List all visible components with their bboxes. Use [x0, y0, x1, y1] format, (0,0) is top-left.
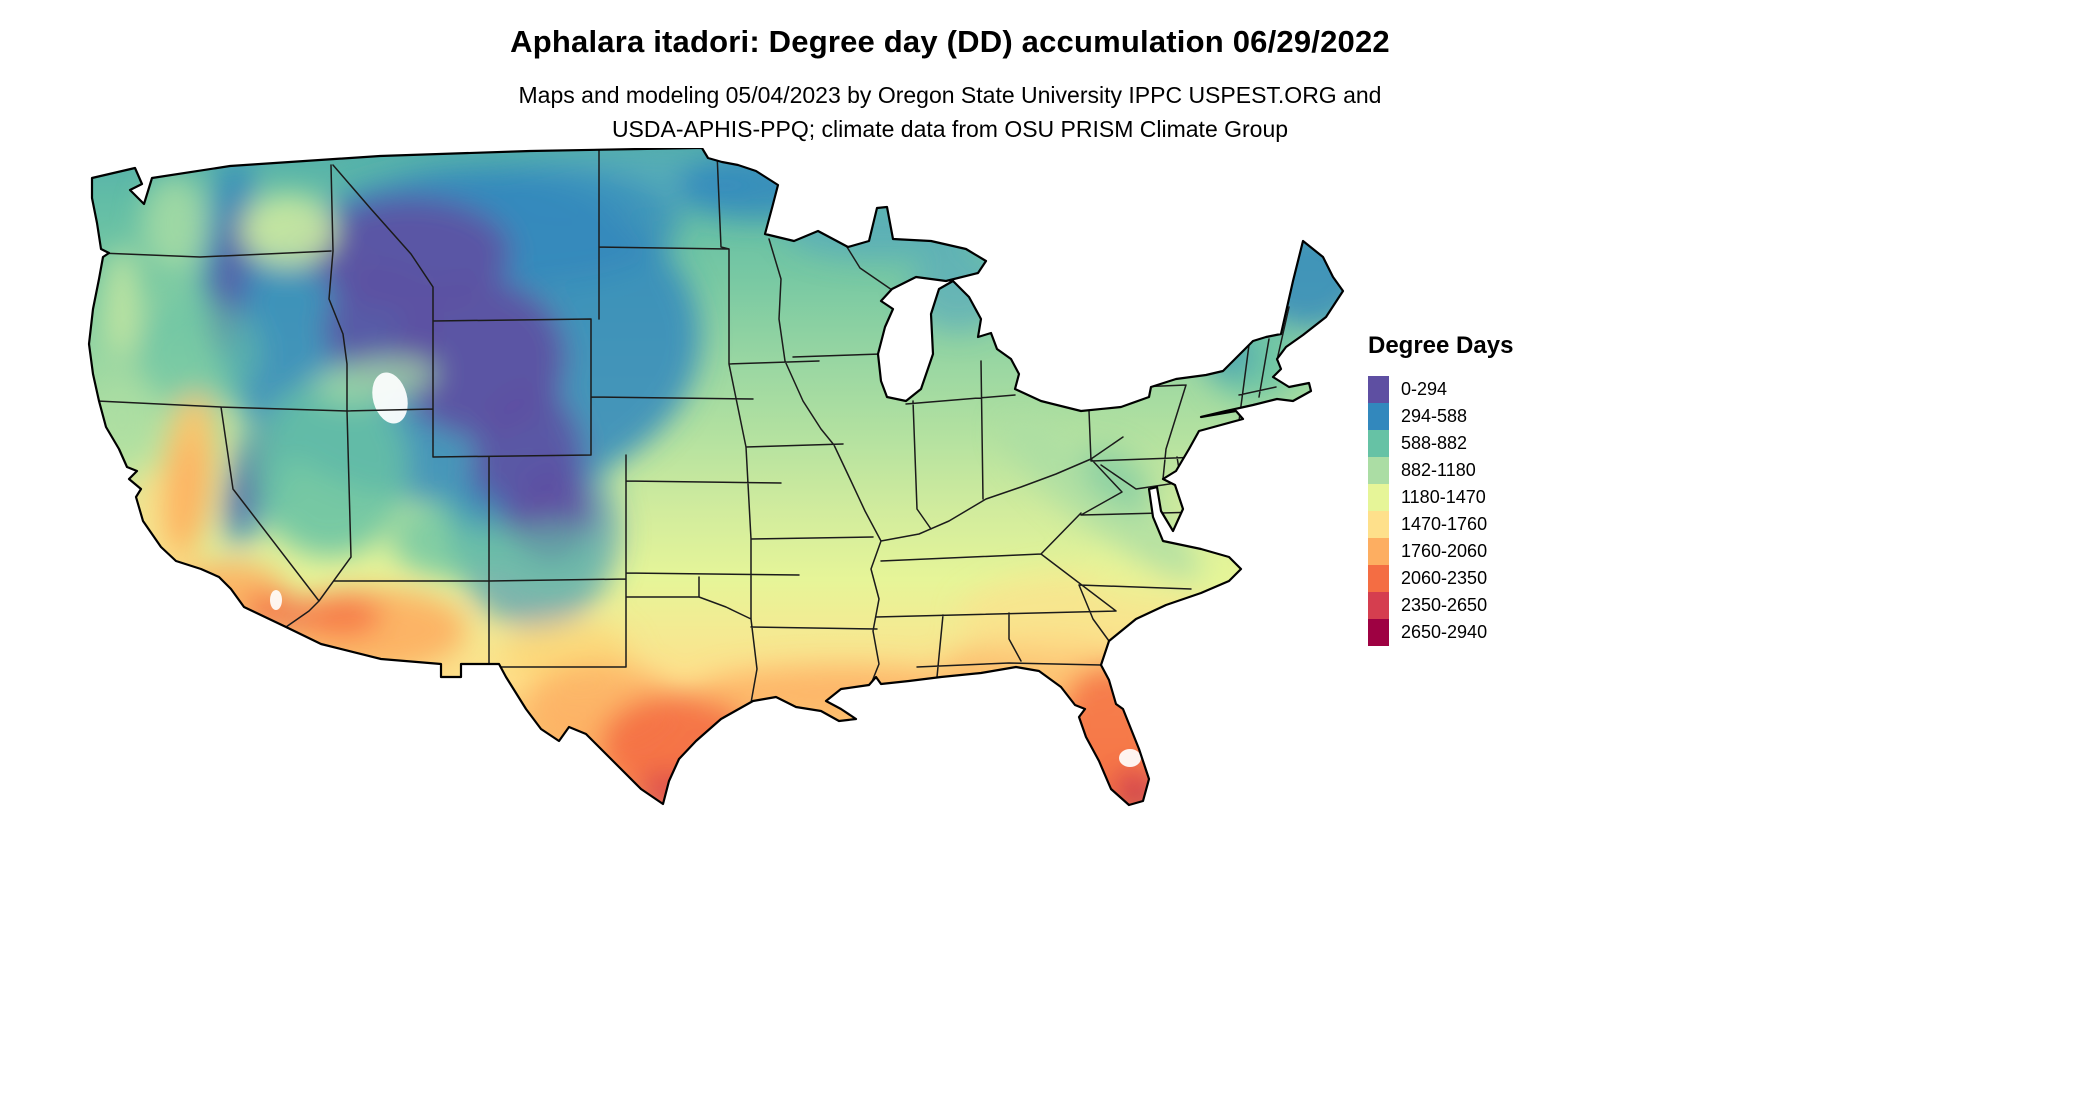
legend-row: 882-1180: [1368, 457, 1513, 484]
legend-row: 1760-2060: [1368, 538, 1513, 565]
lake-okeechobee: [1119, 749, 1141, 767]
legend-class-label: 882-1180: [1401, 460, 1476, 480]
legend-class-label: 0-294: [1401, 379, 1448, 399]
legend-color-swatch: [1368, 484, 1389, 511]
legend-row: 294-588: [1368, 403, 1513, 430]
legend-class-label: 2350-2650: [1401, 595, 1488, 615]
legend-class-label: 1180-1470: [1401, 487, 1486, 507]
map-container: [80, 148, 1350, 812]
legend-class-label: 1760-2060: [1401, 541, 1488, 561]
legend-class-label: 2650-2940: [1401, 622, 1488, 642]
subtitle-line-1: Maps and modeling 05/04/2023 by Oregon S…: [518, 82, 1382, 108]
legend-color-swatch: [1368, 538, 1389, 565]
legend-row: 2350-2650: [1368, 592, 1513, 619]
legend-title: Degree Days: [1368, 332, 1514, 359]
title-block: Aphalara itadori: Degree day (DD) accumu…: [0, 24, 1900, 146]
legend-rows: 0-294 294-588 588-882 882-1180 1180-1470…: [1368, 376, 1513, 646]
legend-row: 1180-1470: [1368, 484, 1513, 511]
legend-class-label: 2060-2350: [1401, 568, 1488, 588]
legend-color-swatch: [1368, 430, 1389, 457]
salton-sea: [270, 590, 282, 610]
us-degree-day-map: [87, 148, 1345, 807]
legend-color-swatch: [1368, 511, 1389, 538]
legend-color-swatch: [1368, 592, 1389, 619]
legend: Degree Days 0-294 294-588 588-882 882-11…: [1368, 332, 1513, 646]
legend-row: 2650-2940: [1368, 619, 1513, 646]
legend-color-swatch: [1368, 565, 1389, 592]
legend-row: 0-294: [1368, 376, 1513, 403]
subtitle-line-2: USDA-APHIS-PPQ; climate data from OSU PR…: [611, 116, 1289, 142]
legend-color-swatch: [1368, 403, 1389, 430]
legend-color-swatch: [1368, 376, 1389, 403]
legend-color-swatch: [1368, 619, 1389, 646]
legend-row: 1470-1760: [1368, 511, 1513, 538]
legend-color-swatch: [1368, 457, 1389, 484]
page-title: Aphalara itadori: Degree day (DD) accumu…: [510, 24, 1390, 59]
page-subtitle: Maps and modeling 05/04/2023 by Oregon S…: [0, 78, 1900, 146]
legend-class-label: 294-588: [1401, 406, 1468, 426]
legend-class-label: 1470-1760: [1401, 514, 1488, 534]
legend-class-label: 588-882: [1401, 433, 1468, 453]
legend-row: 588-882: [1368, 430, 1513, 457]
legend-row: 2060-2350: [1368, 565, 1513, 592]
